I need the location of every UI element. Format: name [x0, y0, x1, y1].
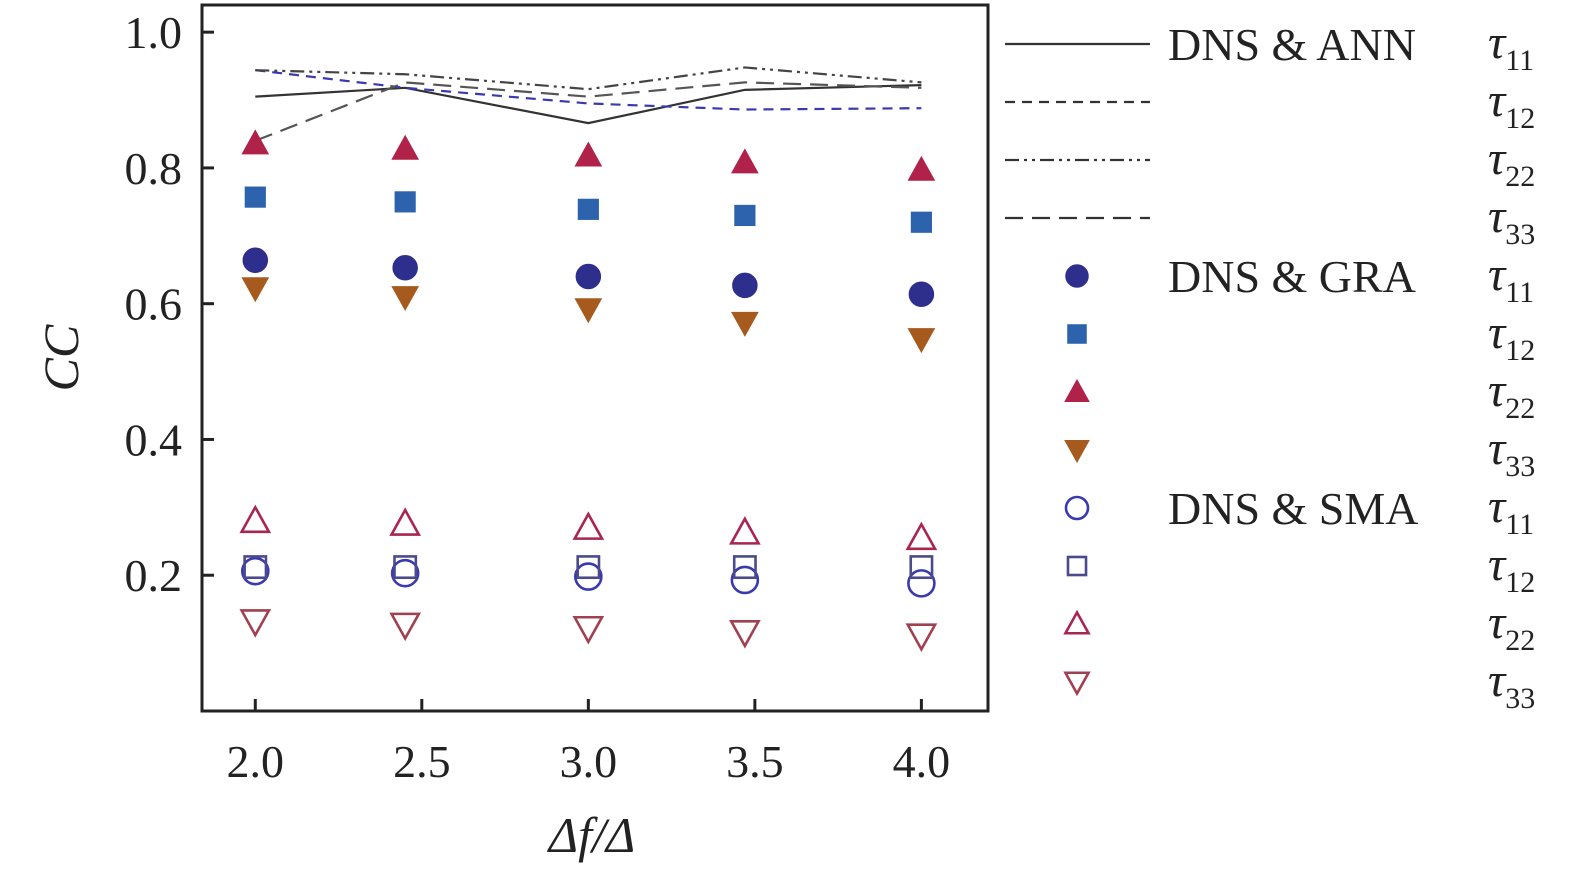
point-dns-smatau12 [576, 555, 601, 580]
point-dns-gratau33 [907, 328, 936, 354]
point-dns-smatau11 [240, 556, 270, 586]
legend-group-label: DNS & SMA [1168, 483, 1419, 534]
point-dns-gratau11 [242, 247, 269, 273]
point-dns-gratau11 [575, 263, 602, 290]
x-axis-label: Δf/Δ [547, 807, 635, 863]
legend-series-label: τ11 [1488, 480, 1534, 541]
legend-swatch-marker [1064, 440, 1090, 464]
point-dns-smatau22 [729, 516, 761, 545]
series-line-dns-anntau12 [255, 69, 922, 111]
point-dns-gratau11 [392, 254, 418, 281]
y-tick-label: 0.2 [125, 550, 183, 601]
legend-group-label: DNS & ANN [1168, 19, 1416, 70]
point-dns-smatau22 [389, 507, 422, 536]
point-dns-gratau22 [907, 155, 936, 181]
x-tick-label: 3.0 [560, 736, 618, 787]
x-tick-label: 4.0 [893, 736, 951, 787]
legend-series-label: τ33 [1488, 422, 1535, 483]
point-dns-smatau12 [393, 555, 418, 580]
point-dns-gratau12 [244, 186, 266, 208]
y-axis: 0.2 0.4 0.6 0.8 1.0 [125, 7, 214, 601]
point-dns-smatau33 [729, 620, 761, 649]
point-dns-gratau12 [394, 191, 416, 213]
point-dns-gratau12 [734, 204, 756, 227]
point-dns-gratau33 [241, 277, 270, 303]
y-tick-label: 0.8 [125, 143, 183, 194]
point-dns-gratau12 [577, 198, 599, 220]
series-line-dns-anntau22 [255, 66, 922, 91]
y-axis-label: CC [33, 324, 89, 391]
point-dns-gratau12 [910, 211, 932, 233]
legend-swatch-marker [1066, 555, 1088, 577]
legend-swatch-marker [1063, 671, 1091, 697]
point-dns-gratau33 [730, 311, 759, 337]
series-line-dns-anntau11 [255, 84, 922, 125]
point-dns-gratau11 [908, 281, 935, 307]
legend-swatch-marker [1067, 324, 1087, 344]
legend-swatch-marker [1063, 609, 1091, 635]
legend-series-label: τ22 [1488, 596, 1535, 657]
point-dns-smatau11 [574, 562, 603, 591]
point-dns-smatau12 [732, 555, 757, 580]
point-dns-smatau22 [905, 521, 938, 551]
point-dns-smatau22 [239, 504, 272, 534]
x-tick-label: 2.5 [393, 736, 451, 787]
point-dns-smatau33 [389, 612, 422, 642]
point-dns-smatau33 [239, 609, 272, 638]
legend-series-label: τ12 [1488, 538, 1535, 599]
point-dns-smatau11 [390, 558, 420, 588]
legend-group-label: DNS & GRA [1168, 251, 1416, 302]
x-axis: 2.0 2.5 3.0 3.5 4.0 [227, 699, 951, 787]
point-dns-smatau22 [572, 511, 605, 540]
point-dns-gratau22 [391, 134, 420, 160]
legend-series-label: τ11 [1488, 16, 1534, 77]
point-dns-gratau33 [574, 298, 603, 324]
point-dns-smatau33 [572, 615, 605, 645]
point-dns-smatau11 [730, 565, 760, 595]
point-dns-smatau12 [243, 555, 268, 580]
point-dns-gratau11 [732, 272, 758, 299]
legend-series-label: τ22 [1488, 364, 1535, 425]
ann-lines [254, 66, 922, 142]
legend-series-label: τ33 [1488, 190, 1535, 251]
y-tick-label: 0.4 [125, 414, 183, 465]
x-tick-label: 2.0 [227, 736, 285, 787]
legend-swatch-marker [1064, 378, 1090, 402]
point-dns-smatau12 [909, 555, 934, 580]
plot-frame [200, 3, 990, 713]
point-dns-gratau33 [391, 286, 420, 312]
point-dns-gratau22 [241, 129, 270, 155]
point-dns-smatau11 [907, 569, 936, 598]
data-markers [239, 129, 938, 652]
y-tick-label: 0.6 [125, 279, 183, 330]
point-dns-smatau33 [905, 623, 938, 652]
legend-swatch-marker [1065, 264, 1089, 288]
point-dns-gratau22 [730, 148, 759, 174]
legend-series-label: τ12 [1488, 74, 1535, 135]
legend-series-label: τ11 [1488, 248, 1534, 309]
legend-series-label: τ33 [1488, 654, 1535, 715]
legend-series-label: τ22 [1488, 132, 1535, 193]
legend-series-label: τ12 [1488, 306, 1535, 367]
legend-swatch-marker [1064, 495, 1090, 521]
point-dns-gratau22 [574, 141, 603, 167]
y-tick-label: 1.0 [125, 7, 183, 58]
x-tick-label: 3.5 [726, 736, 784, 787]
